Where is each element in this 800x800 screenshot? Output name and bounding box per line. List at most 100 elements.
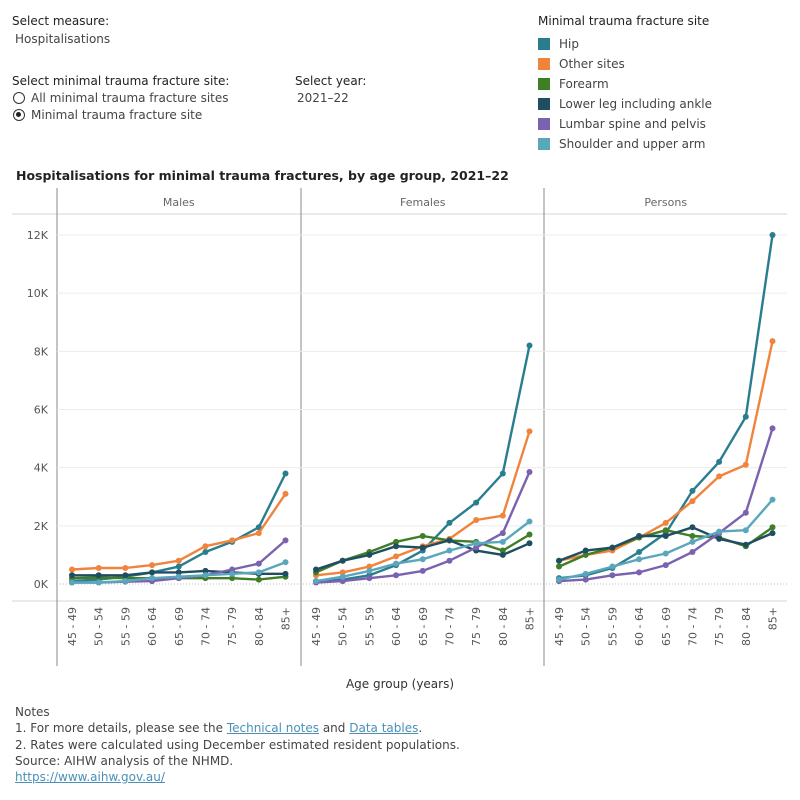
- data-point-shoulder-and-upper-arm: [366, 567, 373, 574]
- x-tick-label: 70 - 74: [199, 607, 212, 646]
- data-point-lumbar-spine-and-pelvis: [366, 575, 373, 582]
- data-tables-link[interactable]: Data tables: [349, 721, 419, 736]
- data-point-lumbar-spine-and-pelvis: [662, 562, 669, 569]
- x-tick-label: 85+: [767, 607, 780, 630]
- notes-line-1-suffix: .: [418, 721, 423, 736]
- data-point-hip: [526, 342, 533, 349]
- data-point-lumbar-spine-and-pelvis: [689, 549, 696, 556]
- legend-label: Lower leg including ankle: [559, 97, 712, 111]
- data-point-forearm: [526, 531, 533, 538]
- x-tick-label: 50 - 54: [93, 607, 106, 646]
- data-point-shoulder-and-upper-arm: [175, 573, 182, 580]
- year-select[interactable]: 2021–22: [297, 91, 349, 105]
- legend-item-shoulder[interactable]: Shoulder and upper arm: [538, 134, 712, 154]
- x-tick-label: 50 - 54: [580, 607, 593, 646]
- data-point-shoulder-and-upper-arm: [689, 538, 696, 545]
- data-point-shoulder-and-upper-arm: [69, 579, 75, 586]
- line-chart: 0K 2K 4K 6K 8K 10K 12K Males 45 - 49 50 - 54 55 - …: [12, 188, 787, 691]
- legend-swatch: [538, 118, 550, 130]
- y-tick-label: 12K: [27, 229, 49, 242]
- site-option-all-label: All minimal trauma fracture sites: [31, 91, 229, 105]
- series-line-lumbar-spine-and-pelvis: [315, 471, 531, 584]
- data-point-shoulder-and-upper-arm: [582, 570, 589, 577]
- data-point-shoulder-and-upper-arm: [742, 527, 749, 534]
- data-point-other-sites: [95, 565, 102, 572]
- data-point-lower-leg-including-ankle: [419, 544, 426, 551]
- radio-fracture-site[interactable]: [13, 109, 25, 121]
- data-point-shoulder-and-upper-arm: [473, 540, 480, 547]
- data-point-shoulder-and-upper-arm: [499, 538, 506, 545]
- y-tick-label: 4K: [34, 462, 49, 475]
- data-point-lower-leg-including-ankle: [446, 537, 453, 544]
- data-point-shoulder-and-upper-arm: [419, 556, 426, 563]
- data-point-shoulder-and-upper-arm: [95, 579, 102, 586]
- data-point-forearm: [419, 533, 426, 540]
- notes-line-1-prefix: 1. For more details, please see the: [15, 721, 227, 736]
- data-point-lower-leg-including-ankle: [582, 547, 589, 554]
- data-point-other-sites: [473, 517, 480, 524]
- notes-line-2: 2. Rates were calculated using December …: [15, 737, 460, 752]
- data-point-other-sites: [689, 498, 696, 505]
- x-tick-label: 45 - 49: [310, 607, 323, 646]
- x-tick-label: 70 - 74: [686, 607, 699, 646]
- legend-item-lower-leg[interactable]: Lower leg including ankle: [538, 94, 712, 114]
- legend-label: Hip: [559, 37, 579, 51]
- data-point-lumbar-spine-and-pelvis: [769, 425, 776, 432]
- data-point-shoulder-and-upper-arm: [446, 547, 453, 554]
- data-point-lower-leg-including-ankle: [662, 533, 669, 540]
- data-point-other-sites: [255, 530, 262, 537]
- data-point-lower-leg-including-ankle: [313, 566, 319, 573]
- y-tick-label: 10K: [27, 287, 49, 300]
- site-option-all[interactable]: All minimal trauma fracture sites: [13, 91, 229, 105]
- data-point-lower-leg-including-ankle: [609, 544, 616, 551]
- data-point-hip: [769, 232, 776, 238]
- x-tick-label: 75 - 79: [713, 607, 726, 646]
- data-point-forearm: [582, 551, 589, 558]
- data-point-other-sites: [742, 461, 749, 468]
- data-point-other-sites: [393, 553, 400, 560]
- data-point-shoulder-and-upper-arm: [716, 528, 723, 535]
- radio-all-sites[interactable]: [13, 92, 25, 104]
- x-tick-label: 80 - 84: [497, 607, 510, 646]
- x-tick-label: 75 - 79: [470, 607, 483, 646]
- data-point-shoulder-and-upper-arm: [609, 563, 616, 570]
- measure-select[interactable]: Hospitalisations: [15, 32, 111, 46]
- legend-swatch: [538, 58, 550, 70]
- legend-item-lumbar-spine[interactable]: Lumbar spine and pelvis: [538, 114, 712, 134]
- data-point-lower-leg-including-ankle: [95, 572, 102, 579]
- data-point-other-sites: [499, 512, 506, 519]
- data-point-lower-leg-including-ankle: [742, 541, 749, 548]
- data-point-other-sites: [175, 557, 182, 564]
- data-point-lower-leg-including-ankle: [69, 572, 75, 579]
- site-label: Select minimal trauma fracture site:: [12, 74, 230, 88]
- data-point-hip: [716, 458, 723, 465]
- data-point-shoulder-and-upper-arm: [556, 576, 562, 583]
- site-option-site[interactable]: Minimal trauma fracture site: [13, 108, 202, 122]
- notes-line-1: 1. For more details, please see the Tech…: [15, 720, 460, 736]
- panel-header-males: Males: [163, 196, 195, 209]
- legend-label: Shoulder and upper arm: [559, 137, 706, 151]
- measure-label: Select measure:: [12, 14, 110, 28]
- x-tick-label: 55 - 59: [119, 607, 132, 646]
- data-point-lumbar-spine-and-pelvis: [393, 572, 400, 579]
- data-point-lumbar-spine-and-pelvis: [609, 572, 616, 579]
- data-point-lumbar-spine-and-pelvis: [255, 560, 262, 567]
- technical-notes-link[interactable]: Technical notes: [226, 721, 320, 736]
- legend-item-hip[interactable]: Hip: [538, 34, 712, 54]
- data-point-shoulder-and-upper-arm: [149, 575, 156, 582]
- aihw-link[interactable]: https://www.aihw.gov.au/: [15, 770, 165, 785]
- data-point-lumbar-spine-and-pelvis: [446, 557, 453, 564]
- legend-item-other-sites[interactable]: Other sites: [538, 54, 712, 74]
- data-point-lower-leg-including-ankle: [636, 533, 643, 540]
- x-tick-label: 85+: [524, 607, 537, 630]
- data-point-hip: [742, 413, 749, 420]
- y-tick-label: 6K: [34, 404, 49, 417]
- legend-label: Forearm: [559, 77, 609, 91]
- data-point-lower-leg-including-ankle: [769, 530, 776, 537]
- x-tick-label: 60 - 64: [390, 607, 403, 646]
- data-point-lumbar-spine-and-pelvis: [419, 567, 426, 574]
- legend-item-forearm[interactable]: Forearm: [538, 74, 712, 94]
- data-point-lower-leg-including-ankle: [122, 572, 129, 579]
- data-point-hip: [175, 563, 182, 570]
- data-point-other-sites: [149, 562, 156, 569]
